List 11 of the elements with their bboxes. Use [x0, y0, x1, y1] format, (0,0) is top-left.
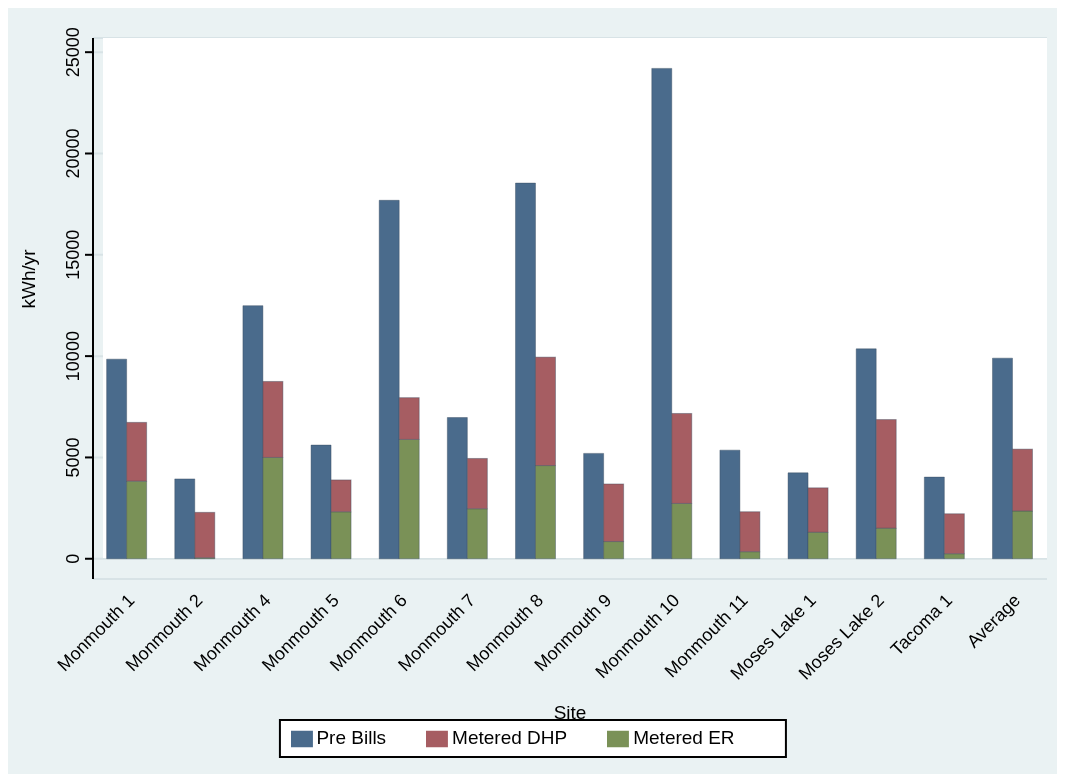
legend-label: Metered DHP [452, 727, 568, 749]
y-axis-title: kWh/yr [17, 248, 39, 309]
legend-label: Pre Bills [316, 727, 387, 749]
x-axis-title: Site [553, 702, 587, 724]
y-tick-label: 5000 [63, 437, 83, 478]
y-tick-label: 25000 [63, 27, 83, 78]
y-tick-label: 10000 [63, 331, 83, 382]
y-tick-label: 20000 [63, 128, 83, 179]
y-tick-label: 15000 [63, 229, 83, 280]
y-tick-label: 0 [63, 553, 83, 564]
legend-label: Metered ER [633, 727, 735, 749]
